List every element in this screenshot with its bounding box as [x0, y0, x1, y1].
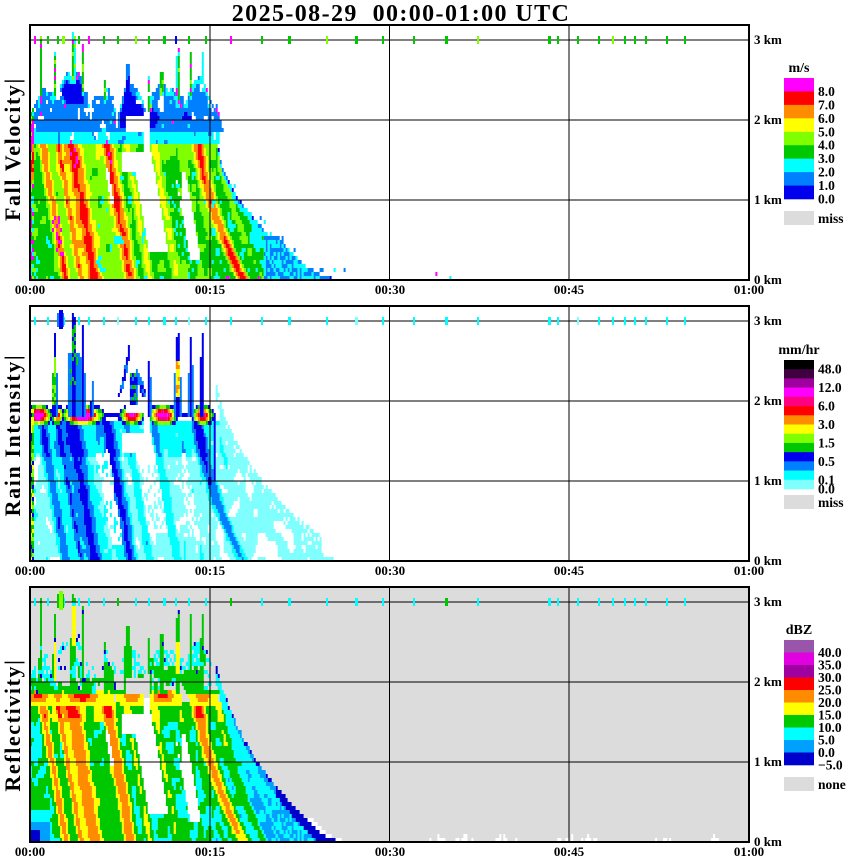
svg-text:2 km: 2 km — [754, 112, 782, 127]
svg-text:00:00: 00:00 — [15, 844, 45, 859]
svg-text:3 km: 3 km — [754, 313, 782, 328]
svg-text:none: none — [818, 777, 846, 792]
svg-text:2 km: 2 km — [754, 674, 782, 689]
svg-text:0.0: 0.0 — [818, 745, 835, 760]
svg-text:dBZ: dBZ — [786, 623, 812, 638]
svg-text:0.0: 0.0 — [818, 192, 835, 207]
svg-text:6.0: 6.0 — [818, 399, 835, 414]
svg-text:mm/hr: mm/hr — [778, 343, 819, 358]
svg-text:1 km: 1 km — [754, 473, 782, 488]
svg-text:Fall Velocity|: Fall Velocity| — [0, 77, 25, 221]
svg-text:25.0: 25.0 — [818, 683, 842, 698]
svg-text:−5.0: −5.0 — [818, 758, 843, 773]
svg-text:0 km: 0 km — [754, 834, 782, 849]
svg-text:miss: miss — [818, 495, 844, 510]
svg-text:1 km: 1 km — [754, 754, 782, 769]
svg-text:0 km: 0 km — [754, 272, 782, 287]
svg-text:0.5: 0.5 — [818, 454, 835, 469]
svg-text:00:15: 00:15 — [195, 844, 226, 859]
svg-text:00:00: 00:00 — [15, 563, 45, 578]
svg-text:0 km: 0 km — [754, 553, 782, 568]
svg-text:00:30: 00:30 — [375, 844, 405, 859]
svg-text:15.0: 15.0 — [818, 708, 842, 723]
svg-text:3 km: 3 km — [754, 594, 782, 609]
svg-text:12.0: 12.0 — [818, 380, 842, 395]
svg-text:3.0: 3.0 — [818, 417, 835, 432]
svg-text:2025-08-29 00:00-01:00 UTC: 2025-08-29 00:00-01:00 UTC — [232, 1, 570, 27]
svg-text:00:15: 00:15 — [195, 563, 226, 578]
svg-text:00:15: 00:15 — [195, 282, 226, 297]
svg-text:0.1: 0.1 — [818, 472, 835, 487]
svg-text:8.0: 8.0 — [818, 84, 835, 99]
svg-text:00:45: 00:45 — [554, 844, 585, 859]
svg-text:m/s: m/s — [789, 61, 811, 76]
svg-text:5.0: 5.0 — [818, 733, 835, 748]
svg-text:01:00: 01:00 — [734, 282, 764, 297]
svg-text:2.0: 2.0 — [818, 165, 835, 180]
svg-text:Rain Intensity|: Rain Intensity| — [0, 354, 25, 517]
svg-text:3.0: 3.0 — [818, 151, 835, 166]
svg-text:Reflectivity|: Reflectivity| — [0, 658, 25, 791]
svg-text:35.0: 35.0 — [818, 658, 842, 673]
svg-text:30.0: 30.0 — [818, 670, 842, 685]
svg-text:miss: miss — [818, 211, 844, 226]
svg-text:00:45: 00:45 — [554, 563, 585, 578]
svg-text:40.0: 40.0 — [818, 645, 842, 660]
svg-text:5.0: 5.0 — [818, 124, 835, 139]
svg-text:6.0: 6.0 — [818, 111, 835, 126]
svg-text:00:30: 00:30 — [375, 282, 405, 297]
svg-text:3 km: 3 km — [754, 32, 782, 47]
svg-text:7.0: 7.0 — [818, 97, 835, 112]
svg-text:00:45: 00:45 — [554, 282, 585, 297]
svg-text:00:30: 00:30 — [375, 563, 405, 578]
svg-text:01:00: 01:00 — [734, 844, 764, 859]
svg-text:0.0: 0.0 — [818, 482, 835, 497]
svg-text:00:00: 00:00 — [15, 282, 45, 297]
svg-text:1 km: 1 km — [754, 192, 782, 207]
svg-text:1.5: 1.5 — [818, 435, 835, 450]
svg-text:2 km: 2 km — [754, 393, 782, 408]
svg-text:48.0: 48.0 — [818, 362, 842, 377]
svg-text:1.0: 1.0 — [818, 178, 835, 193]
svg-text:4.0: 4.0 — [818, 138, 835, 153]
svg-text:20.0: 20.0 — [818, 695, 842, 710]
svg-text:10.0: 10.0 — [818, 720, 842, 735]
svg-text:01:00: 01:00 — [734, 563, 764, 578]
